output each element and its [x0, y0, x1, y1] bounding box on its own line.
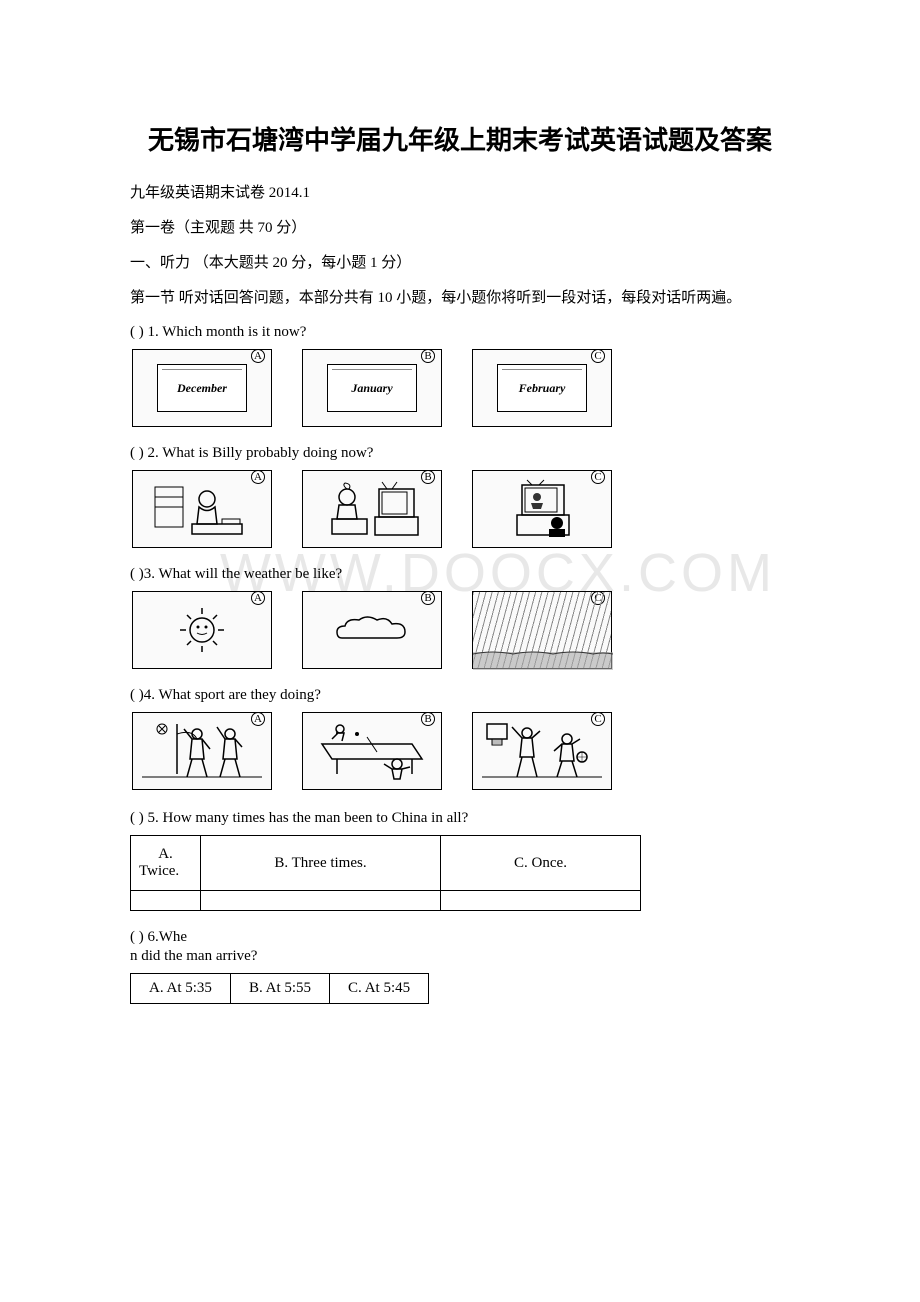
- q5-option-b: B. Three times.: [201, 836, 441, 891]
- empty-cell: [201, 891, 441, 911]
- question-4: ( )4. What sport are they doing?: [100, 687, 820, 704]
- q4-option-b: B: [302, 712, 442, 790]
- rain-icon: [473, 592, 611, 668]
- q3-option-b: B: [302, 591, 442, 669]
- question-2: ( ) 2. What is Billy probably doing now?: [100, 445, 820, 462]
- q3-option-c: C: [472, 591, 612, 669]
- q4-options-row: A B C: [132, 712, 820, 790]
- table-tennis-icon: [312, 719, 432, 784]
- option-letter: B: [421, 712, 435, 726]
- q4-option-a: A: [132, 712, 272, 790]
- cloud-icon: [327, 610, 417, 650]
- sun-icon: [167, 600, 237, 660]
- calendar-icon: February: [497, 364, 587, 412]
- empty-cell: [131, 891, 201, 911]
- subtitle-section: 一、听力 （本大题共 20 分，每小题 1 分）: [100, 251, 820, 272]
- question-1: ( ) 1. Which month is it now?: [100, 324, 820, 341]
- q4-option-c: C: [472, 712, 612, 790]
- option-letter: C: [591, 712, 605, 726]
- q6-option-b: B. At 5:55: [230, 974, 329, 1004]
- subtitle-part: 第一卷（主观题 共 70 分）: [100, 216, 820, 237]
- q2-options-row: A B C: [132, 470, 820, 548]
- q1-option-b: B January: [302, 349, 442, 427]
- volleyball-icon: [142, 719, 262, 784]
- q6-option-c: C. At 5:45: [330, 974, 429, 1004]
- option-letter: B: [421, 349, 435, 363]
- q3-options-row: A B C: [132, 591, 820, 669]
- option-letter: B: [421, 591, 435, 605]
- table-row: A. Twice. B. Three times. C. Once.: [131, 836, 641, 891]
- tv-person-icon: [487, 479, 597, 539]
- q1-options-row: A December B January C February: [132, 349, 820, 427]
- watching-tv-icon: [317, 479, 427, 539]
- question-5: ( ) 5. How many times has the man been t…: [100, 810, 820, 827]
- q2-option-b: B: [302, 470, 442, 548]
- question-6-part2: n did the man arrive?: [130, 948, 820, 965]
- studying-icon: [147, 479, 257, 539]
- q3-option-a: A: [132, 591, 272, 669]
- option-letter: B: [421, 470, 435, 484]
- option-letter: A: [251, 591, 265, 605]
- subtitle-exam: 九年级英语期末试卷 2014.1: [100, 181, 820, 202]
- option-letter: C: [591, 470, 605, 484]
- q5-option-c: C. Once.: [441, 836, 641, 891]
- calendar-icon: January: [327, 364, 417, 412]
- q2-option-a: A: [132, 470, 272, 548]
- basketball-icon: [482, 719, 602, 784]
- option-letter: A: [251, 349, 265, 363]
- table-row: A. At 5:35 B. At 5:55 C. At 5:45: [131, 974, 429, 1004]
- option-letter: A: [251, 470, 265, 484]
- question-3: ( )3. What will the weather be like?: [100, 566, 820, 583]
- q6-answer-table: A. At 5:35 B. At 5:55 C. At 5:45: [130, 973, 429, 1004]
- empty-cell: [441, 891, 641, 911]
- q2-option-c: C: [472, 470, 612, 548]
- q1-option-a: A December: [132, 349, 272, 427]
- page-title: 无锡市石塘湾中学届九年级上期末考试英语试题及答案: [100, 120, 820, 157]
- q5-answer-table: A. Twice. B. Three times. C. Once.: [130, 835, 641, 911]
- q5-option-a: A. Twice.: [131, 836, 201, 891]
- q6-option-a: A. At 5:35: [131, 974, 231, 1004]
- table-row: [131, 891, 641, 911]
- question-6-part1: ( ) 6.Whe: [100, 929, 820, 946]
- option-letter: A: [251, 712, 265, 726]
- q1-option-c: C February: [472, 349, 612, 427]
- section-intro: 第一节 听对话回答问题，本部分共有 10 小题，每小题你将听到一段对话，每段对话…: [100, 286, 820, 310]
- calendar-icon: December: [157, 364, 247, 412]
- option-letter: C: [591, 349, 605, 363]
